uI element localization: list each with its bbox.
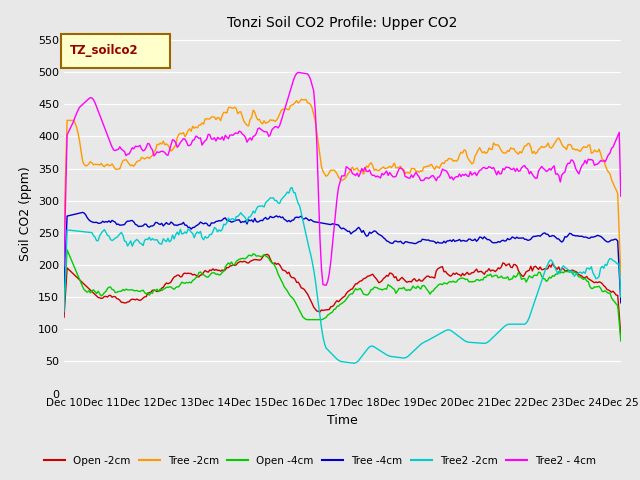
Legend: Open -2cm, Tree -2cm, Open -4cm, Tree -4cm, Tree2 -2cm, Tree2 - 4cm: Open -2cm, Tree -2cm, Open -4cm, Tree -4… xyxy=(40,452,600,470)
Title: Tonzi Soil CO2 Profile: Upper CO2: Tonzi Soil CO2 Profile: Upper CO2 xyxy=(227,16,458,30)
X-axis label: Time: Time xyxy=(327,414,358,427)
FancyBboxPatch shape xyxy=(61,34,170,68)
Y-axis label: Soil CO2 (ppm): Soil CO2 (ppm) xyxy=(19,166,33,261)
Text: TZ_soilco2: TZ_soilco2 xyxy=(70,44,138,58)
